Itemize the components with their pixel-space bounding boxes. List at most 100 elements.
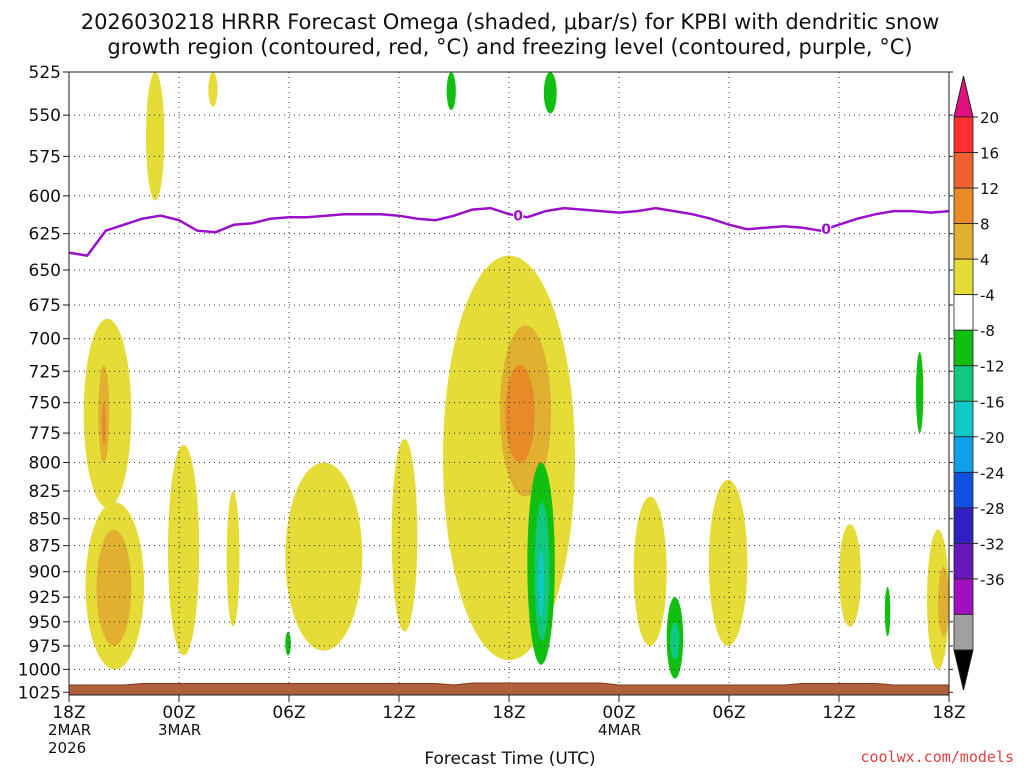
x-tick-label-42: 12Z [822,703,855,723]
colorbar-segment-14 [953,614,974,651]
x-tick-year-0: 2026 [48,739,86,757]
credit-text: coolwx.com/models [860,748,1014,766]
colorbar-label-4: 4 [980,251,990,269]
omega-region-4-12 [285,462,363,651]
x-tick-label-48: 18Z [932,703,965,723]
x-tick-date-0: 2MAR [48,721,91,739]
colorbar-segment-11 [953,507,974,544]
colorbar-segment-0 [953,116,974,153]
chart-title-line-1: 2026030218 HRRR Forecast Omega (shaded, … [81,10,940,34]
y-tick-label-600: 600 [29,187,61,207]
freezing-level-label-1: 0 [821,222,831,238]
colorbar-segment-2 [953,187,974,224]
colorbar-segment-10 [953,471,974,509]
y-tick-label-875: 875 [29,537,61,557]
colorbar-label-2: 12 [980,180,999,198]
y-tick-label-975: 975 [29,637,61,657]
colorbar-label-6: -8 [980,322,995,340]
y-tick-label-725: 725 [29,362,61,382]
omega-region-12-16 [505,364,535,463]
freezing-level-label-0: 0 [513,209,523,225]
colorbar-label-9: -20 [980,429,1005,447]
colorbar-segment-3 [953,223,974,260]
colorbar-label-10: -24 [980,464,1005,482]
colorbar-segment-7 [953,365,974,402]
colorbar-segment-8 [953,400,974,438]
omega-region-4-23 [708,479,748,646]
x-tick-label-18: 12Z [382,703,415,723]
x-axis-label: Forecast Time (UTC) [424,749,595,768]
x-tick-label-24: 18Z [492,703,525,723]
omega-region-4-9 [168,444,200,656]
y-tick-label-775: 775 [29,424,61,444]
y-tick-label-650: 650 [29,261,61,281]
y-tick-label-675: 675 [29,296,61,316]
omega-region-neg4-11 [285,631,291,656]
omega-region-4-13 [391,439,418,632]
colorbar-label-8: -16 [980,393,1005,411]
colorbar-segment-13 [953,578,974,615]
omega-region-4-10 [226,491,240,627]
x-tick-label-6: 00Z [162,703,195,723]
colorbar-label-11: -28 [980,500,1005,518]
colorbar-label-1: 16 [980,145,999,163]
y-tick-label-900: 900 [29,563,61,583]
omega-region-neg12-19 [538,550,544,617]
freezing-label-bg-0 [513,207,524,224]
omega-region-12-6 [101,402,106,445]
y-tick-label-800: 800 [29,454,61,474]
colorbar-bottom-arrow [953,649,974,691]
colorbar-top-arrow [953,75,974,118]
omega-region-neg8-22 [670,621,680,661]
colorbar-segment-12 [953,543,974,580]
colorbar-label-5: -4 [980,287,995,305]
colorbar-label-0: 20 [980,109,999,127]
x-tick-label-36: 06Z [712,703,745,723]
omega-region-neg4-2 [446,72,456,111]
terrain-fill [69,682,949,695]
freezing-level-contour: 00 [69,206,949,257]
y-tick-label-750: 750 [29,394,61,414]
omega-region-8-28 [938,566,949,637]
y-tick-label-550: 550 [29,106,61,126]
y-tick-label-1025: 1025 [18,683,61,703]
colorbar-label-7: -12 [980,358,1005,376]
y-tick-label-850: 850 [29,510,61,530]
y-tick-label-925: 925 [29,588,61,608]
x-tick-date-30: 4MAR [598,721,641,739]
y-tick-label-575: 575 [29,147,61,167]
freezing-level-line [69,206,949,257]
y-tick-label-950: 950 [29,613,61,633]
omega-region-8-8 [96,529,132,646]
x-tick-label-30: 00Z [602,703,635,723]
colorbar-segment-6 [953,329,974,367]
freezing-label-bg-1 [821,220,832,237]
x-tick-date-6: 3MAR [158,721,201,739]
omega-region-neg4-26 [916,351,924,434]
colorbar-segment-9 [953,436,974,473]
colorbar-segment-1 [953,152,974,189]
y-axis: 525 550 575 600 625 650 675 700 725 750 775 800 825 8… [18,63,953,703]
omega-region-neg4-25 [884,587,891,637]
colorbar: 20 16 12 8 4 -4 -8 -12 -16 -20 -24 -28 -32 -36 [953,75,1005,691]
omega-region-4-1 [208,72,218,107]
y-tick-label-700: 700 [29,330,61,350]
omega-region-4-20 [633,496,667,646]
colorbar-segment-4 [953,258,974,296]
omega-region-neg4-3 [543,72,557,114]
x-tick-label-0: 18Z [52,703,85,723]
omega-region-4-24 [839,524,861,627]
colorbar-label-13: -36 [980,571,1005,589]
omega-region-4-0 [146,72,165,201]
y-tick-label-625: 625 [29,225,61,245]
chart-title-line-2: growth region (contoured, red, °C) and f… [107,35,912,59]
colorbar-segment-5 [953,294,974,331]
y-tick-label-825: 825 [29,482,61,502]
colorbar-label-3: 8 [980,216,990,234]
x-tick-label-12: 06Z [272,703,305,723]
terrain-band [69,682,949,695]
y-tick-label-1000: 1000 [18,660,61,680]
y-tick-label-525: 525 [29,63,61,83]
